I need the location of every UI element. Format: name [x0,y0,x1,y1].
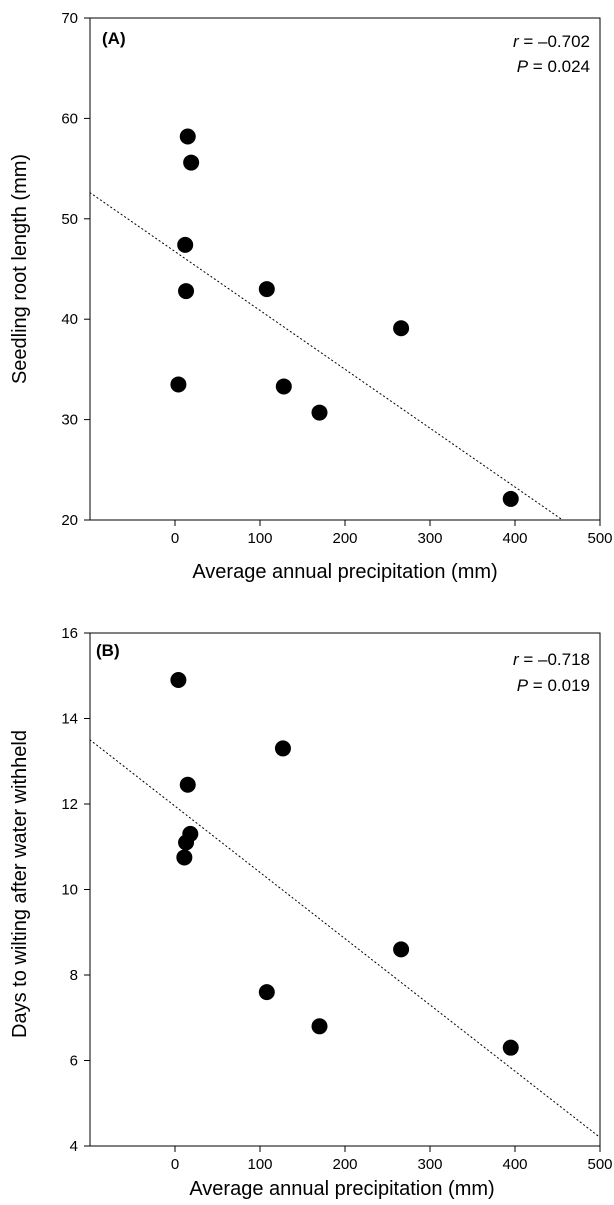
r-symbol: r [513,650,520,669]
data-point [274,740,291,757]
x-tick-label: 200 [332,1156,357,1173]
data-point [311,1018,328,1035]
y-tick-label: 50 [61,211,78,228]
data-point [177,236,194,253]
data-point [179,776,196,793]
y-tick-label: 16 [61,625,78,642]
y-tick-label: 20 [61,512,78,529]
data-point [393,320,410,337]
panel-label: (B) [96,641,120,660]
y-tick-label: 60 [61,110,78,127]
x-tick-label: 500 [587,1156,612,1173]
y-axis-label: Seedling root length (mm) [9,154,31,384]
x-tick-label: 0 [171,1156,179,1173]
r-statistic: r = –0.702 [513,32,590,51]
x-tick-label: 500 [587,530,612,547]
y-tick-label: 14 [61,711,78,728]
data-point [502,1039,519,1056]
trendline [89,192,564,521]
p-statistic: P = 0.019 [517,676,590,695]
data-point [311,404,328,421]
x-tick-label: 300 [417,1156,442,1173]
data-point [178,834,195,851]
y-tick-label: 10 [61,882,78,899]
data-point [170,672,187,689]
data-point [275,378,292,395]
ticks: 0 100 200 300 400 500 20 30 40 50 60 70 [61,10,612,547]
ticks: 0 100 200 300 400 500 4 6 8 10 12 14 16 [61,625,612,1173]
data-point [179,128,196,145]
data-point [178,283,195,300]
data-point [258,281,275,298]
data-point [170,376,187,393]
p-statistic: P = 0.024 [517,57,590,76]
y-axis-label: Days to wilting after water withheld [9,730,31,1038]
x-tick-label: 200 [332,530,357,547]
plot-frame [89,17,601,521]
x-tick-label: 300 [417,530,442,547]
y-tick-label: 6 [70,1053,78,1070]
p-value: = 0.024 [528,57,590,76]
data-point [502,490,519,507]
trend-line [89,192,564,521]
points [170,128,519,507]
x-tick-label: 100 [247,1156,272,1173]
data-point [183,154,200,171]
trend-line [89,739,601,1138]
y-tick-label: 40 [61,311,78,328]
x-tick-label: 400 [502,530,527,547]
y-tick-label: 30 [61,412,78,429]
data-point [176,849,193,866]
p-symbol: P [517,676,529,695]
r-value: = –0.718 [519,650,590,669]
x-tick-label: 0 [171,530,179,547]
points [170,672,519,1056]
y-tick-label: 12 [61,796,78,813]
panel-a: 0 100 200 300 400 500 20 30 40 50 60 70 (A) r = –0.… [9,10,613,583]
p-symbol: P [517,57,529,76]
panel-b: 0 100 200 300 400 500 4 6 8 10 12 14 16 (B) r = –0.7… [9,625,613,1200]
x-axis-label: Average annual precipitation (mm) [192,561,497,583]
r-value: = –0.702 [519,32,590,51]
plot-frame [89,632,601,1147]
panel-label: (A) [102,29,126,48]
x-axis-label: Average annual precipitation (mm) [189,1178,494,1200]
data-point [258,984,275,1001]
data-point [393,941,410,958]
r-symbol: r [513,32,520,51]
r-statistic: r = –0.718 [513,650,590,669]
trendline [89,739,601,1138]
x-tick-label: 400 [502,1156,527,1173]
y-tick-label: 4 [70,1138,78,1155]
x-tick-label: 100 [247,530,272,547]
y-tick-label: 70 [61,10,78,27]
y-tick-label: 8 [70,967,78,984]
p-value: = 0.019 [528,676,590,695]
